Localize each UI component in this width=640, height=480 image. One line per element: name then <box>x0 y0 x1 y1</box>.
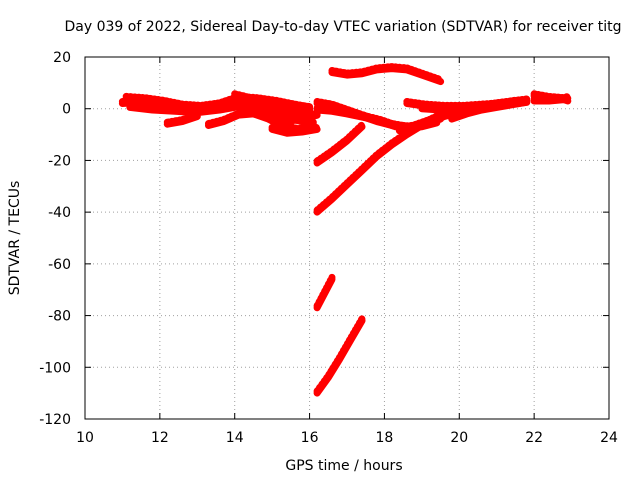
x-axis-label: GPS time / hours <box>285 458 402 474</box>
series-track-20-markers <box>474 95 531 109</box>
x-tick-label: 16 <box>301 430 319 446</box>
y-tick-label: -100 <box>39 360 71 376</box>
series-track-16-markers <box>313 315 366 395</box>
series-layer <box>118 63 572 397</box>
x-tick-label: 12 <box>151 430 169 446</box>
plot-frame <box>84 56 610 420</box>
series-track-07-markers <box>231 90 317 126</box>
y-tick-label: -40 <box>48 205 71 221</box>
x-tick-label: 10 <box>76 430 94 446</box>
y-axis-label: SDTVAR / TECUs <box>7 181 23 296</box>
series-track-22-markers <box>530 92 572 103</box>
series-track-12-markers <box>313 121 366 165</box>
y-tick-label: 0 <box>62 102 71 118</box>
y-tick-label: -80 <box>48 309 71 325</box>
y-tick-label: 20 <box>53 50 71 66</box>
series-track-04-markers <box>163 111 201 126</box>
x-tick-label: 20 <box>450 430 468 446</box>
x-tick-label: 18 <box>376 430 394 446</box>
series-track-03-markers <box>126 100 314 115</box>
y-tick-label: -120 <box>39 412 71 428</box>
series-track-02-markers <box>122 92 314 111</box>
series-track-15-markers <box>313 273 336 310</box>
tick-marks <box>84 56 610 420</box>
y-tick-label: -20 <box>48 153 71 169</box>
x-tick-label: 14 <box>226 430 244 446</box>
chart-title: Day 039 of 2022, Sidereal Day-to-day VTE… <box>65 19 622 35</box>
x-tick-label: 22 <box>525 430 543 446</box>
x-tick-label: 24 <box>600 430 618 446</box>
y-tick-labels: -120 -100 -80 -60 -40 -20 0 20 <box>39 50 71 428</box>
series-track-08-markers <box>268 123 321 135</box>
series-track-11-markers <box>328 63 445 84</box>
y-tick-label: -60 <box>48 257 71 273</box>
x-tick-labels: 10 12 14 16 18 20 22 24 <box>76 430 618 446</box>
